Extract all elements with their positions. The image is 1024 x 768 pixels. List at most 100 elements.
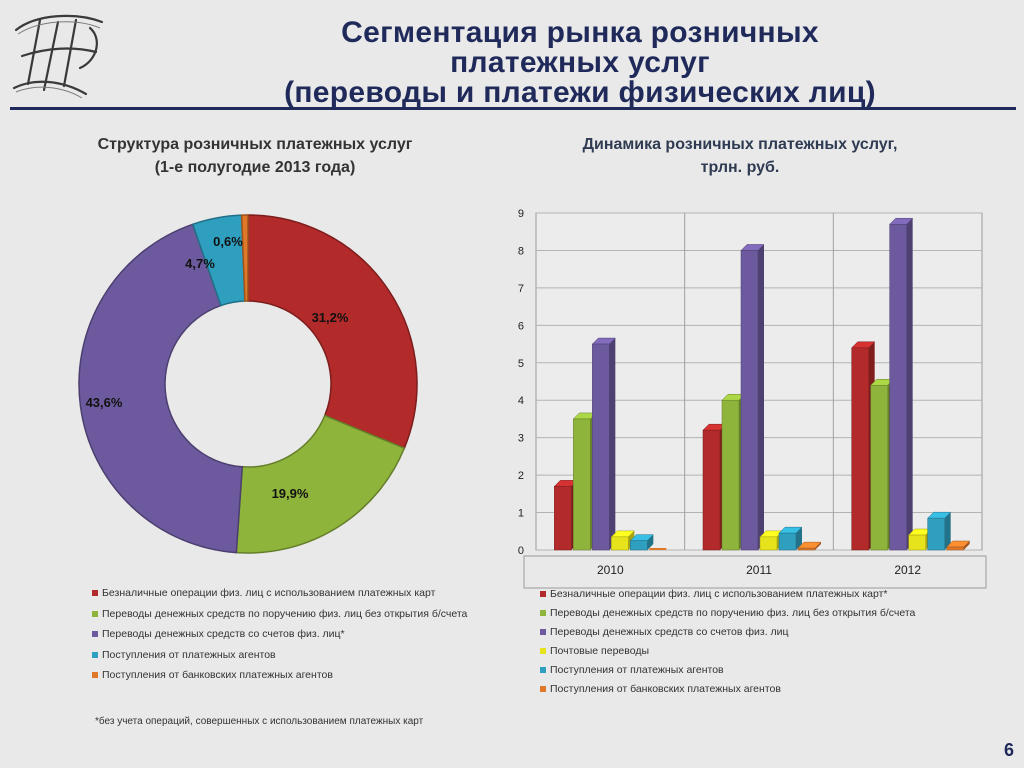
legend-swatch [540, 610, 546, 616]
page-title-line-2: платежных услуг [450, 46, 710, 79]
y-tick-label: 9 [518, 208, 524, 220]
bar-side [963, 541, 970, 550]
legend-swatch [92, 672, 98, 678]
bar [927, 511, 952, 551]
page-title-line-3: (переводы и платежи физических лиц) [284, 76, 876, 109]
donut-legend-item: Переводы денежных средств со счетов физ.… [92, 628, 467, 649]
legend-label: Поступления от банковских платежных аген… [550, 683, 781, 695]
legend-label: Поступления от платежных агентов [102, 648, 276, 661]
bar-front [630, 540, 648, 551]
legend-label: Переводы денежных средств со счетов физ.… [550, 626, 789, 638]
bar-front [778, 532, 797, 551]
bar [740, 244, 765, 551]
bar-side [758, 244, 764, 550]
donut-slice-label: 4,7% [185, 256, 215, 271]
legend-label: Переводы денежных средств по поручению ф… [102, 607, 468, 620]
bar-legend-item: Поступления от платежных агентов [540, 664, 915, 683]
bar-front [740, 250, 759, 551]
title-divider [10, 107, 1016, 110]
bar-front [889, 223, 907, 551]
donut-chart: 31,2% 19,9% 43,6% 4,7% 0,6% [78, 214, 418, 554]
bar-front [797, 547, 816, 551]
legend-label: Почтовые переводы [550, 645, 649, 657]
bar-front [649, 548, 667, 550]
legend-swatch [92, 631, 98, 637]
bar-subtitle-line-2: трлн. руб. [700, 159, 780, 176]
bar-front [573, 418, 591, 551]
bar-front [759, 536, 778, 551]
donut-chart-subtitle: Структура розничных платежных услуг (1-е… [40, 133, 470, 179]
donut-legend-item: Безналичные операции физ. лиц с использо… [92, 587, 467, 608]
donut-chart-legend: Безналичные операции физ. лиц с использо… [92, 587, 467, 690]
bar-legend-item: Безналичные операции физ. лиц с использо… [540, 588, 915, 607]
bar-side [906, 218, 913, 550]
bar-chart-legend: Безналичные операции физ. лиц с использо… [540, 588, 915, 702]
donut-legend-item: Поступления от банковских платежных аген… [92, 669, 467, 690]
bar [778, 526, 803, 551]
donut-legend-item: Переводы денежных средств по поручению ф… [92, 608, 467, 629]
legend-swatch [540, 629, 546, 635]
bar-chart-subtitle: Динамика розничных платежных услуг, трлн… [520, 133, 960, 179]
bar [946, 540, 971, 551]
bar [797, 541, 822, 551]
legend-swatch [540, 686, 546, 692]
legend-swatch [540, 648, 546, 654]
bar-front [592, 343, 610, 551]
donut-slice-label: 19,9% [272, 486, 309, 501]
donut-slice [235, 414, 406, 554]
bar-side [944, 512, 951, 550]
page-title: Сегментация рынка розничных платежных ус… [140, 18, 1020, 108]
bar-side [609, 338, 616, 550]
donut-slice-label: 0,6% [213, 234, 243, 249]
bar-front [702, 429, 721, 551]
y-tick-label: 5 [518, 358, 524, 370]
donut-legend-item: Поступления от платежных агентов [92, 649, 467, 670]
bar-legend-item: Переводы денежных средств со счетов физ.… [540, 626, 915, 645]
donut-subtitle-line-1: Структура розничных платежных услуг [97, 136, 413, 153]
bar-side [647, 534, 654, 550]
bar-front [851, 347, 869, 551]
legend-swatch [92, 610, 98, 617]
legend-label: Безналичные операции физ. лиц с использо… [550, 588, 888, 600]
bar-front [908, 534, 926, 551]
legend-label: Безналичные операции физ. лиц с использо… [102, 587, 436, 599]
y-tick-label: 1 [518, 508, 524, 520]
bar-legend-item: Почтовые переводы [540, 645, 915, 664]
page-title-line-1: Сегментация рынка розничных [341, 16, 819, 49]
donut-slice [247, 214, 418, 450]
legend-swatch [92, 651, 98, 658]
footnote: *без учета операций, совершенных с испол… [95, 716, 424, 727]
bar-legend-item: Поступления от банковских платежных аген… [540, 683, 915, 702]
donut-slice [78, 223, 244, 554]
y-tick-label: 4 [518, 395, 524, 407]
bar [649, 548, 667, 550]
x-tick-label: 2011 [746, 563, 772, 577]
bar [591, 337, 616, 551]
bar-front [611, 536, 629, 551]
legend-label: Поступления от банковских платежных аген… [102, 669, 333, 681]
legend-label: Переводы денежных средств со счетов физ.… [102, 628, 345, 640]
y-tick-label: 3 [518, 433, 524, 445]
y-tick-label: 8 [518, 245, 524, 257]
donut-slice-label: 43,6% [86, 395, 123, 410]
y-tick-label: 7 [518, 283, 524, 295]
y-tick-label: 2 [518, 470, 524, 482]
bar-side [796, 527, 802, 550]
legend-label: Переводы денежных средств по поручению ф… [550, 607, 916, 619]
y-tick-label: 0 [518, 545, 524, 557]
bar-subtitle-line-1: Динамика розничных платежных услуг, [582, 136, 898, 153]
donut-subtitle-line-2: (1-е полугодие 2013 года) [154, 159, 356, 176]
bar-chart: 0 1 2 3 4 5 6 7 8 9 2010 2011 2012 [518, 208, 987, 589]
legend-swatch [540, 591, 546, 597]
page-number: 6 [1003, 740, 1014, 760]
bar-front [870, 384, 888, 551]
donut-slice-label: 31,2% [312, 310, 349, 325]
bar-legend-item: Переводы денежных средств по поручению ф… [540, 607, 915, 626]
bar-front [554, 486, 572, 551]
bar [629, 534, 654, 551]
y-tick-label: 6 [518, 320, 524, 332]
bar-front [946, 546, 964, 551]
x-tick-label: 2010 [597, 563, 624, 577]
legend-swatch [92, 590, 98, 596]
logo [12, 14, 104, 99]
